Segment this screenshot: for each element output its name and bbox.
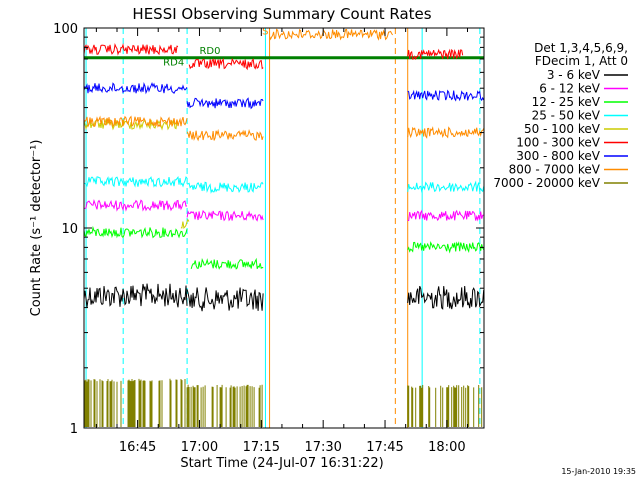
- series-2-segment-1: [83, 199, 188, 212]
- series-9-segment-2: [186, 384, 263, 427]
- series-1-segment-3: [407, 285, 485, 310]
- annotation-1: RD4: [163, 57, 184, 68]
- series-8: [83, 28, 485, 142]
- series-5-segment-1: [83, 118, 179, 131]
- plot-area: RD4 RD0 S: [83, 26, 485, 428]
- series-3-segment-2: [190, 257, 264, 270]
- legend-label-8: 800 - 7000 keV: [509, 163, 601, 177]
- series-9-segment-3: [407, 385, 483, 427]
- series-8-segment-3: [269, 28, 394, 41]
- x-tick-label-4: 17:30: [304, 440, 341, 455]
- y-tick-label-1: 1: [70, 422, 78, 437]
- legend-label-1: 3 - 6 keV: [547, 68, 601, 82]
- x-axis-label: Start Time (24-Jul-07 16:31:22): [180, 456, 383, 471]
- series-4: [83, 176, 485, 194]
- x-tick-label-2: 17:00: [181, 440, 218, 455]
- series-7-segment-2: [186, 97, 264, 110]
- y-axis-label: Count Rate (s⁻¹ detector⁻¹): [29, 140, 44, 317]
- series-1: [83, 283, 485, 312]
- series-5: [83, 118, 190, 229]
- x-tick-label-6: 18:00: [428, 440, 465, 455]
- series-2-segment-3: [407, 209, 484, 222]
- plot-frame: [83, 27, 485, 429]
- legend-header-line-2: FDecim 1, Att 0: [535, 54, 628, 68]
- series-6-segment-1: [83, 42, 179, 56]
- series-1-segment-2: [186, 287, 264, 312]
- series-2-segment-2: [186, 209, 264, 222]
- series-1-segment-1: [83, 283, 188, 308]
- series-4-segment-3: [407, 180, 485, 194]
- series-7: [83, 81, 485, 110]
- y-tick-label-3: 100: [53, 22, 78, 37]
- series-7-segment-1: [83, 81, 188, 95]
- series-9-segment-1: [84, 378, 186, 427]
- legend-label-4: 25 - 50 keV: [532, 109, 601, 123]
- annotation-3: S: [262, 26, 268, 37]
- annotation-2: RD0: [199, 46, 220, 57]
- series-8-segment-2: [186, 128, 264, 142]
- series-2: [83, 199, 484, 222]
- footer-timestamp: 15-Jan-2010 19:35: [561, 467, 636, 476]
- legend-label-5: 50 - 100 keV: [524, 122, 601, 136]
- series-6: [83, 42, 464, 71]
- legend-label-3: 12 - 25 keV: [532, 95, 601, 109]
- series-7-segment-3: [407, 89, 485, 102]
- x-tick-label-1: 16:45: [119, 440, 156, 455]
- legend: Det 1,3,4,5,6,9, FDecim 1, Att 0 3 - 6 k…: [493, 41, 628, 190]
- legend-label-2: 6 - 12 keV: [539, 82, 601, 96]
- series-6-segment-2: [188, 57, 264, 71]
- legend-label-7: 300 - 800 keV: [516, 149, 600, 163]
- x-tick-label-3: 17:15: [243, 440, 280, 455]
- series-4-segment-2: [187, 181, 264, 194]
- legend-label-9: 7000 - 20000 keV: [493, 176, 600, 190]
- axis-ticks: 16:45 17:00 17:15 17:30 17:45 18:00 1 10 100: [53, 22, 484, 455]
- series-3-segment-3: [407, 240, 485, 254]
- series-6-segment-3: [407, 48, 464, 61]
- x-tick-label-5: 17:45: [366, 440, 403, 455]
- series-8-segment-1: [83, 115, 188, 128]
- y-tick-label-2: 10: [61, 222, 78, 237]
- series-8-segment-4: [407, 126, 485, 139]
- series-3: [83, 225, 485, 270]
- series-3-segment-1: [83, 225, 188, 239]
- chart-title: HESSI Observing Summary Count Rates: [132, 5, 431, 23]
- series-4-segment-1: [83, 176, 188, 188]
- legend-label-6: 100 - 300 keV: [516, 136, 600, 150]
- series-5-segment-2: [180, 218, 190, 229]
- series-9: [84, 378, 483, 427]
- legend-header-line-1: Det 1,3,4,5,6,9,: [534, 41, 628, 55]
